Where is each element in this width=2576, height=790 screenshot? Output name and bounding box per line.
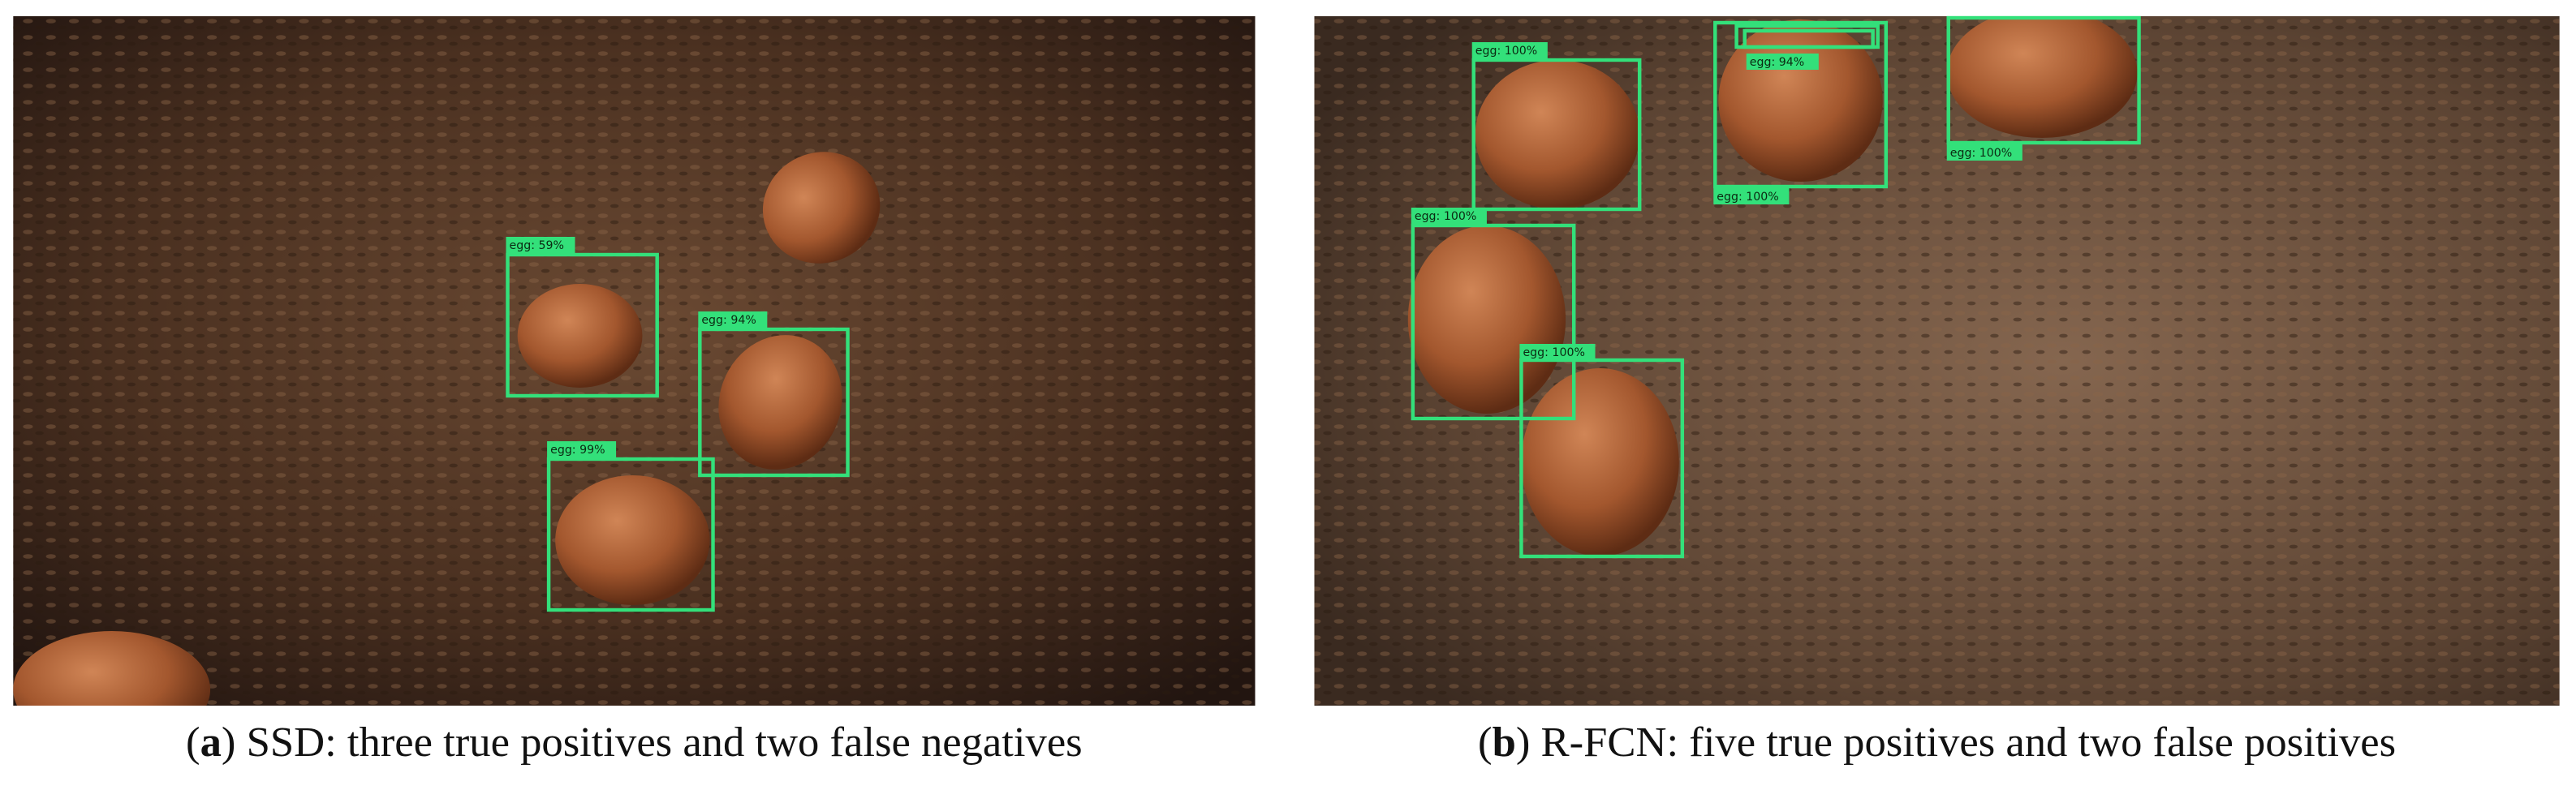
caption-b: (b) R-FCN: five true positives and two f… [1478, 719, 2396, 766]
label-tag [698, 311, 768, 328]
detection-label: egg: 100% [1523, 346, 1584, 359]
label-tag [1713, 188, 1790, 204]
label-tag [1411, 208, 1487, 224]
label-tag [1746, 54, 1819, 70]
detection-label: egg: 94% [701, 314, 756, 327]
label-tag [1519, 344, 1596, 360]
bounding-box [546, 457, 715, 612]
photo-b [1314, 16, 2560, 706]
caption-text: ) SSD: three true positives and two fals… [222, 719, 1083, 766]
bounding-box [1411, 223, 1576, 421]
label-tag [506, 237, 575, 253]
bounding-box [1713, 20, 1889, 189]
bounding-box [1519, 358, 1685, 559]
caption-open: ( [186, 719, 200, 766]
detection-label: egg: 100% [1717, 191, 1778, 204]
caption-label: a [200, 719, 222, 766]
bounding-box [1946, 15, 2141, 145]
label-tag [547, 441, 617, 457]
caption-text: ) R-FCN: five true positives and two fal… [1516, 719, 2396, 766]
detection-label: egg: 100% [1475, 45, 1537, 58]
detection-label: egg: 99% [550, 444, 605, 457]
detection-label: egg: 59% [510, 239, 564, 252]
bounding-box [506, 252, 659, 398]
detection-label: egg: 100% [1415, 210, 1476, 223]
caption-a: (a) SSD: three true positives and two fa… [186, 719, 1083, 766]
detections-a: egg: 59% egg: 94% egg: 99% [506, 237, 850, 612]
photo-a [13, 16, 1256, 706]
bounding-box [1471, 58, 1642, 212]
label-tag [1946, 144, 2022, 161]
caption-label: b [1493, 719, 1516, 766]
detections-b: egg: 100% egg: 94% egg: 100% egg: 100% e… [1411, 15, 2141, 559]
detection-label: egg: 94% [1750, 56, 1804, 69]
label-tag [1471, 42, 1548, 58]
bounding-box [1742, 28, 1875, 49]
detection-label: egg: 100% [1950, 147, 2012, 160]
caption-open: ( [1478, 719, 1493, 766]
bounding-box [698, 327, 850, 478]
